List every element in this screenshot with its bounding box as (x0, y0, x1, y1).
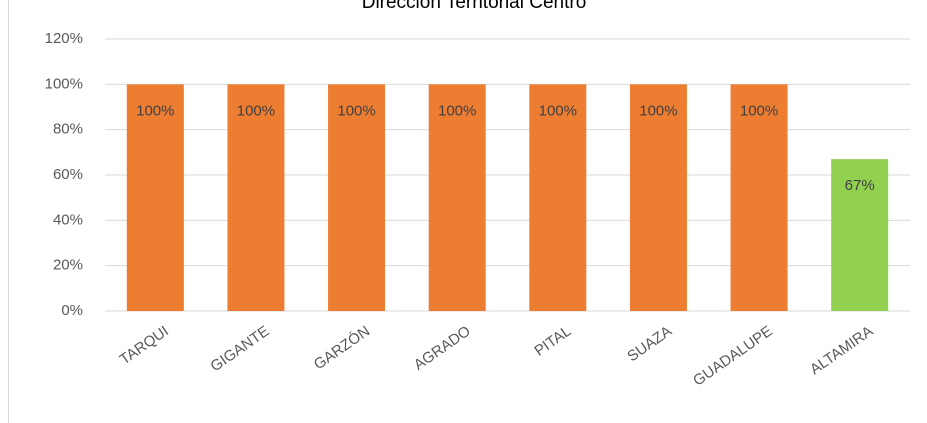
value-label: 67% (845, 177, 875, 194)
x-tick-label: AGRADO (411, 323, 474, 374)
y-tick-label: 20% (53, 257, 83, 274)
bar (428, 84, 486, 311)
bar (831, 159, 889, 311)
bar (730, 84, 788, 311)
chart-title: Dirección Territorial Centro (362, 0, 587, 13)
x-tick-label: SUAZA (624, 323, 675, 366)
bar (227, 84, 285, 311)
bar (328, 84, 386, 311)
bar (126, 84, 184, 311)
y-tick-label: 60% (53, 166, 83, 183)
y-tick-label: 120% (45, 30, 83, 47)
value-label: 100% (539, 102, 577, 119)
value-label: 100% (136, 102, 174, 119)
value-label: 100% (438, 102, 476, 119)
y-tick-label: 0% (61, 302, 83, 319)
x-tick-label: GUADALUPE (690, 323, 776, 390)
bar (529, 84, 587, 311)
bar (629, 84, 687, 311)
y-tick-label: 100% (45, 75, 83, 92)
y-tick-label: 40% (53, 211, 83, 228)
x-tick-label: GARZÓN (311, 323, 373, 374)
value-label: 100% (237, 102, 275, 119)
y-tick-label: 80% (53, 121, 83, 138)
x-tick-label: GIGANTE (207, 323, 272, 376)
value-label: 100% (639, 102, 677, 119)
x-tick-label: ALTAMIRA (807, 323, 876, 379)
value-label: 100% (740, 102, 778, 119)
x-tick-label: TARQUI (117, 323, 172, 369)
x-tick-label: PITAL (531, 323, 574, 360)
value-label: 100% (337, 102, 375, 119)
